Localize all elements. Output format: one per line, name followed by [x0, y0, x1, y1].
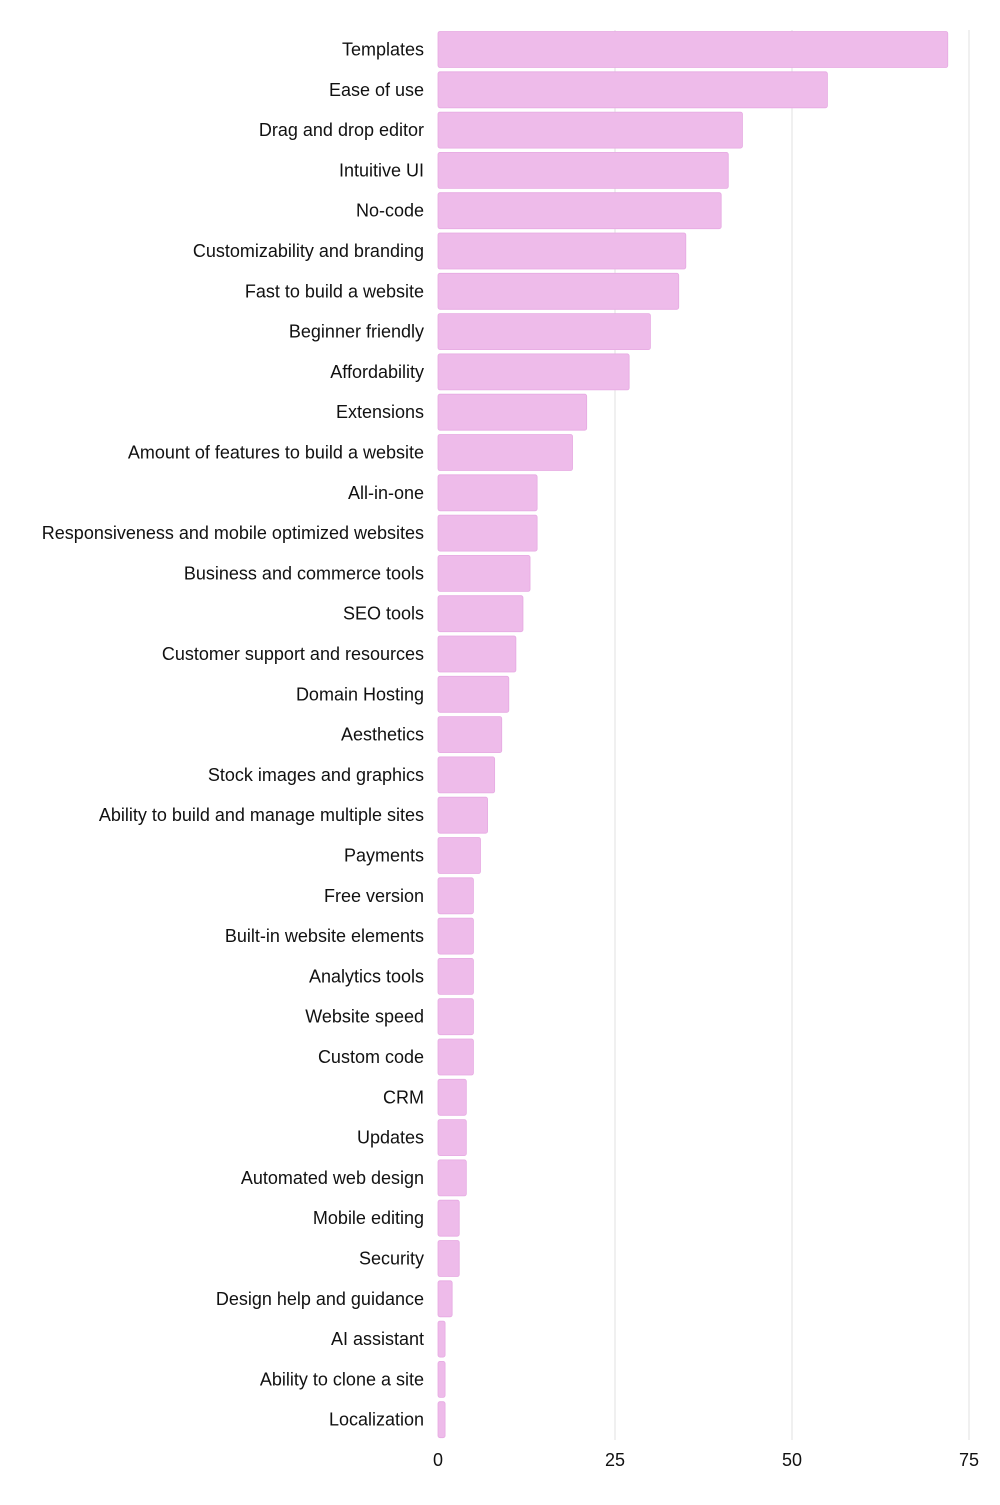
category-label: Stock images and graphics	[208, 765, 424, 785]
category-label: Responsiveness and mobile optimized webs…	[42, 523, 424, 543]
category-label: AI assistant	[331, 1329, 424, 1349]
category-label: Mobile editing	[313, 1208, 424, 1228]
bar	[437, 1240, 460, 1277]
x-tick-label: 50	[782, 1450, 802, 1470]
x-tick-label: 25	[605, 1450, 625, 1470]
bar	[437, 313, 651, 351]
bar	[437, 232, 687, 270]
x-tick-label: 75	[959, 1450, 979, 1470]
category-label: Domain Hosting	[296, 684, 424, 704]
bar	[437, 1199, 460, 1237]
bar	[437, 595, 524, 633]
bar	[437, 1361, 446, 1398]
category-label: Drag and drop editor	[259, 120, 424, 140]
category-label: Free version	[324, 886, 424, 906]
category-label: Analytics tools	[309, 966, 424, 986]
category-label: Custom code	[318, 1047, 424, 1067]
category-label: Business and commerce tools	[184, 563, 424, 583]
bar	[437, 192, 722, 230]
bar	[437, 635, 517, 673]
category-label: Ability to clone a site	[260, 1369, 424, 1389]
bar	[437, 393, 588, 431]
category-label: Customizability and branding	[193, 241, 424, 261]
category-label: Customer support and resources	[162, 644, 424, 664]
bar	[437, 958, 474, 995]
category-label: Ability to build and manage multiple sit…	[99, 805, 424, 825]
category-label: No-code	[356, 201, 424, 221]
bar	[437, 71, 828, 109]
bar	[437, 796, 488, 834]
x-axis-ticks: 0 25 50 75	[433, 1450, 979, 1470]
bar	[437, 1119, 467, 1156]
bar	[437, 151, 729, 189]
bars	[437, 31, 949, 1439]
bar	[437, 111, 743, 149]
bar	[437, 917, 474, 955]
bar	[437, 555, 531, 592]
category-label: Localization	[329, 1410, 424, 1430]
bar	[437, 353, 630, 391]
category-label: Website speed	[305, 1007, 424, 1027]
bar	[437, 474, 538, 512]
bar	[437, 514, 538, 552]
x-tick-label: 0	[433, 1450, 443, 1470]
category-label: SEO tools	[343, 604, 424, 624]
bar	[437, 1078, 467, 1116]
bar	[437, 716, 503, 753]
bar	[437, 998, 474, 1036]
category-label: Design help and guidance	[216, 1289, 424, 1309]
category-label: Ease of use	[329, 80, 424, 100]
category-labels: Templates Ease of use Drag and drop editor…	[42, 40, 424, 1430]
bar	[437, 1401, 446, 1439]
bar	[437, 272, 680, 310]
category-label: Built-in website elements	[225, 926, 424, 946]
bar	[437, 675, 510, 713]
category-label: Intuitive UI	[339, 160, 424, 180]
category-label: Updates	[357, 1128, 424, 1148]
bar	[437, 1038, 474, 1076]
category-label: All-in-one	[348, 483, 424, 503]
category-label: CRM	[383, 1087, 424, 1107]
bar	[437, 837, 481, 874]
category-label: Extensions	[336, 402, 424, 422]
category-label: Templates	[342, 40, 424, 60]
bar	[437, 31, 949, 68]
bar	[437, 1280, 453, 1318]
bar	[437, 756, 496, 794]
category-label: Automated web design	[241, 1168, 424, 1188]
category-label: Aesthetics	[341, 725, 424, 745]
category-label: Affordability	[330, 362, 424, 382]
category-label: Fast to build a website	[245, 281, 424, 301]
category-label: Payments	[344, 846, 424, 866]
bar	[437, 877, 474, 915]
bar	[437, 1159, 467, 1197]
category-label: Amount of features to build a website	[128, 443, 424, 463]
category-label: Beginner friendly	[289, 322, 424, 342]
bar	[437, 1320, 446, 1358]
category-label: Security	[359, 1249, 424, 1269]
bar	[437, 434, 573, 471]
